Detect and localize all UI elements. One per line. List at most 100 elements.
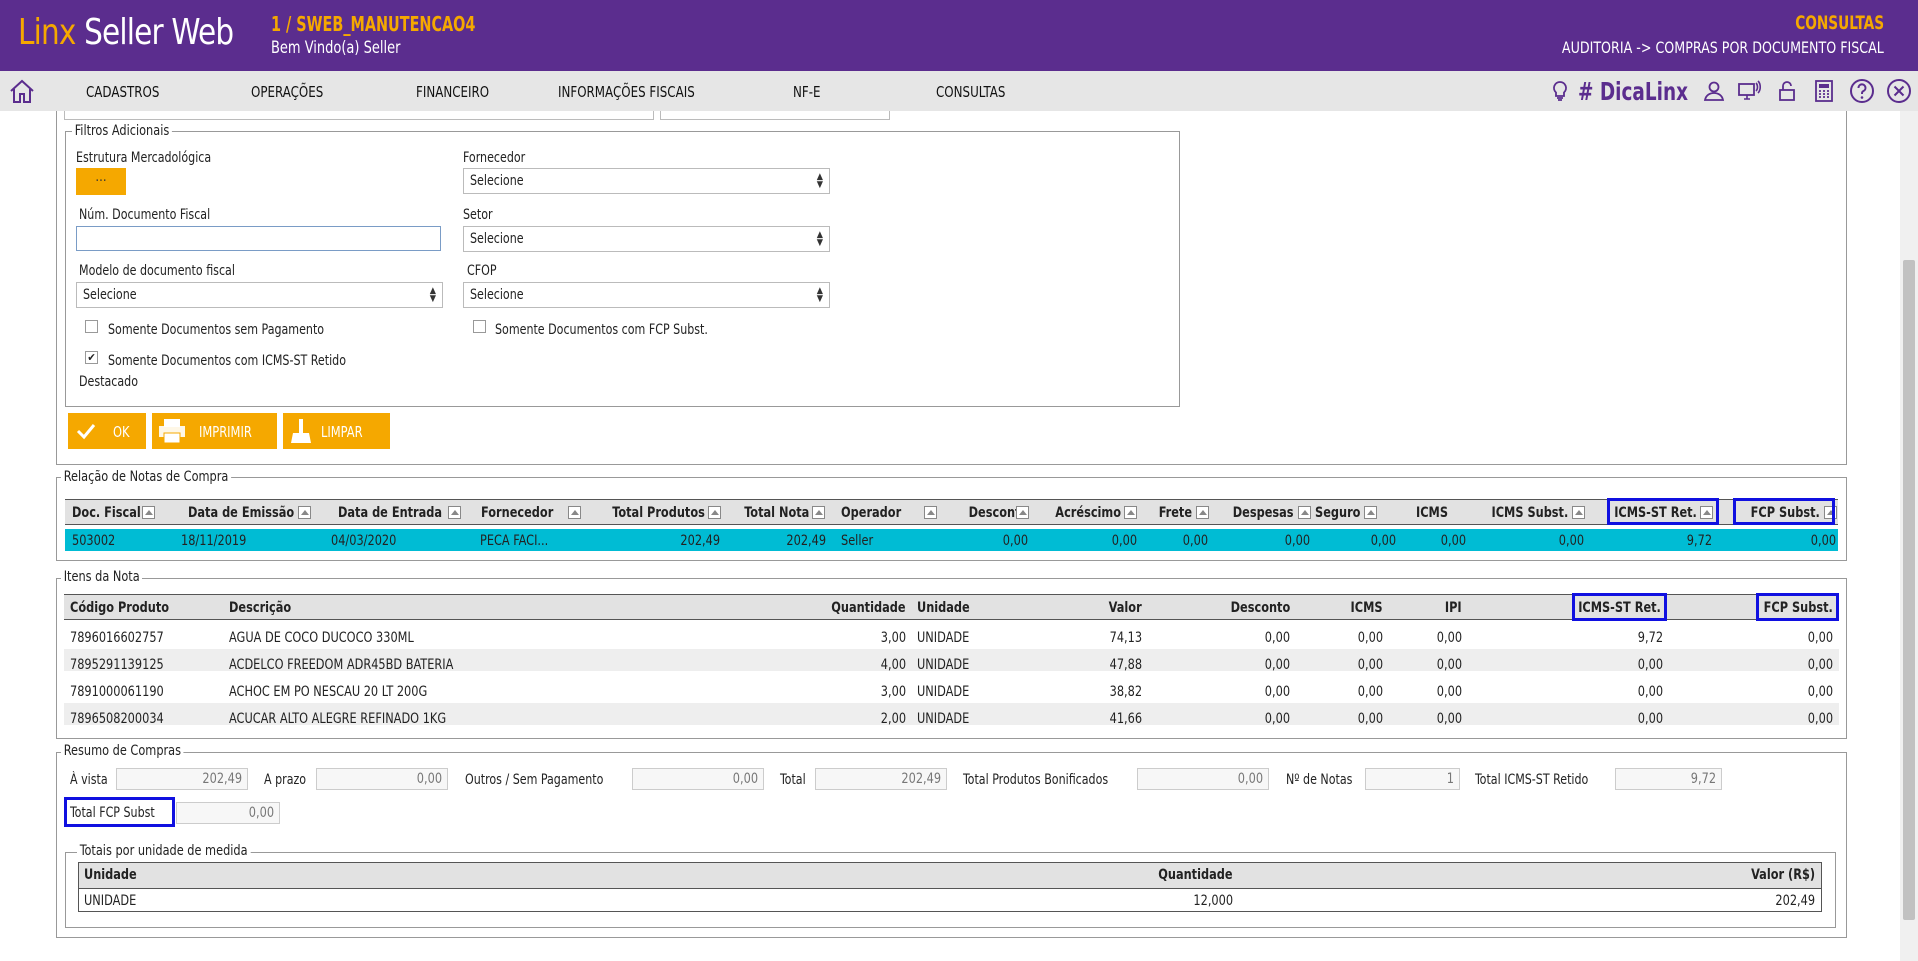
icms-st-checkbox[interactable]: ✔ (85, 351, 98, 364)
menu-cadastros[interactable]: CADASTROS (86, 83, 160, 101)
itens-header-cell[interactable]: Quantidade (831, 600, 906, 616)
notas-header-cell[interactable]: Data de Entrada (338, 505, 443, 521)
notas-header-cell[interactable]: Seguro (1314, 505, 1360, 521)
sort-arrow-icon[interactable] (1124, 506, 1137, 519)
unidades-cell-quantidade: 12,000 (1193, 893, 1233, 909)
itens-cell: 9,72 (1637, 630, 1663, 646)
modelo-select[interactable]: Selecione ▲ ▼ (76, 282, 443, 308)
menu-informacoes-fiscais[interactable]: INFORMAÇÕES FISCAIS (558, 83, 695, 101)
sort-arrow-icon[interactable] (1572, 506, 1585, 519)
calculator-icon[interactable] (1812, 79, 1836, 103)
remote-support-icon[interactable] (1737, 79, 1761, 103)
notas-header-cell[interactable]: Desconto (968, 505, 1028, 521)
itens-header-cell[interactable]: ICMS (1351, 600, 1383, 616)
help-icon[interactable] (1849, 78, 1875, 104)
itens-cell: 74,13 (1109, 630, 1142, 646)
sort-arrow-icon[interactable] (924, 506, 937, 519)
notas-header-cell[interactable]: Fornecedor (481, 505, 554, 521)
notas-cell: 0,00 (1370, 533, 1396, 549)
unidades-cell-valor: 202,49 (1775, 893, 1815, 909)
notas-header-cell[interactable]: ICMS-ST Ret. (1614, 505, 1697, 521)
sort-arrow-icon[interactable] (1298, 506, 1311, 519)
notas-header-cell[interactable]: Acréscimo (1055, 505, 1121, 521)
sort-arrow-icon[interactable] (812, 506, 825, 519)
menu-consultas[interactable]: CONSULTAS (936, 83, 1006, 101)
itens-header-cell[interactable]: Unidade (917, 600, 970, 616)
itens-header-cell[interactable]: Descrição (229, 600, 292, 616)
itens-header-cell[interactable]: FCP Subst. (1763, 600, 1833, 616)
sort-arrow-icon[interactable] (1700, 506, 1713, 519)
limpar-button[interactable]: LIMPAR (283, 413, 390, 449)
menu-financeiro[interactable]: FINANCEIRO (416, 83, 490, 101)
scrollbar-thumb[interactable] (1903, 260, 1915, 920)
sort-arrow-icon[interactable] (568, 506, 581, 519)
itens-cell: 0,00 (1807, 630, 1833, 646)
company-name: 1 / SWEB_MANUTENCAO4 (271, 12, 476, 36)
user-icon[interactable] (1702, 79, 1726, 103)
select-arrows-icon: ▲ ▼ (816, 230, 823, 248)
notas-legend: Relação de Notas de Compra (61, 469, 232, 485)
previous-field[interactable] (64, 111, 654, 120)
sort-arrow-icon[interactable] (708, 506, 721, 519)
a-vista-label: À vista (70, 772, 108, 788)
itens-header-cell[interactable]: Desconto (1230, 600, 1290, 616)
num-notas-field: 1 (1365, 768, 1460, 790)
lightbulb-icon[interactable] (1548, 79, 1572, 103)
highlight-box (1756, 593, 1839, 621)
fornecedor-select[interactable]: Selecione ▲ ▼ (463, 168, 830, 194)
notas-header-cell[interactable]: Doc. Fiscal (72, 505, 141, 521)
num-doc-label: Núm. Documento Fiscal (79, 207, 211, 223)
setor-select[interactable]: Selecione ▲ ▼ (463, 226, 830, 252)
itens-cell: 0,00 (1357, 630, 1383, 646)
sort-arrow-icon[interactable] (1364, 506, 1377, 519)
notas-header-cell[interactable]: Frete (1158, 505, 1192, 521)
itens-cell: 0,00 (1436, 684, 1462, 700)
notas-cell: 0,00 (1182, 533, 1208, 549)
cfop-select[interactable]: Selecione ▲ ▼ (463, 282, 830, 308)
home-icon[interactable] (8, 77, 36, 105)
notas-header-cell[interactable]: Operador (841, 505, 902, 521)
estrutura-button[interactable]: ... (76, 168, 126, 195)
fcp-checkbox[interactable] (473, 320, 486, 333)
notas-header-cell[interactable]: ICMS (1416, 505, 1448, 521)
itens-cell: 0,00 (1436, 630, 1462, 646)
unidades-h-quantidade: Quantidade (1158, 867, 1233, 883)
sort-arrow-icon[interactable] (448, 506, 461, 519)
itens-header-cell[interactable]: IPI (1445, 600, 1462, 616)
itens-header-cell[interactable]: Valor (1108, 600, 1142, 616)
ok-button[interactable]: OK (68, 413, 146, 449)
notas-row-selected[interactable] (65, 529, 1838, 551)
notas-cell: 18/11/2019 (181, 533, 247, 549)
notas-header-cell[interactable]: Despesas (1233, 505, 1294, 521)
lock-icon[interactable] (1775, 79, 1799, 103)
itens-header-cell[interactable]: ICMS-ST Ret. (1578, 600, 1661, 616)
icms-st-label: Somente Documentos com ICMS-ST Retido (108, 353, 346, 369)
itens-header-cell[interactable]: Código Produto (70, 600, 170, 616)
itens-cell: 0,00 (1637, 711, 1663, 727)
sort-arrow-icon[interactable] (298, 506, 311, 519)
sort-arrow-icon[interactable] (1016, 506, 1029, 519)
notas-header-cell[interactable]: ICMS Subst. (1491, 505, 1568, 521)
icms-st-total-label: Total ICMS-ST Retido (1475, 772, 1589, 788)
num-doc-input[interactable] (76, 226, 441, 251)
highlight-box (64, 797, 175, 827)
notas-header-cell[interactable]: Data de Emissão (188, 505, 295, 521)
previous-field-2[interactable] (660, 111, 890, 120)
close-icon[interactable] (1886, 78, 1912, 104)
imprimir-button[interactable]: IMPRIMIR (152, 413, 277, 449)
select-arrows-icon: ▲ ▼ (816, 286, 823, 304)
app-logo[interactable]: Linx Seller Web (18, 12, 234, 53)
sort-arrow-icon[interactable] (142, 506, 155, 519)
menu-nfe[interactable]: NF-E (793, 83, 821, 101)
sem-pagamento-checkbox[interactable] (85, 320, 98, 333)
resumo-legend: Resumo de Compras (61, 743, 184, 759)
top-header: Linx Seller Web 1 / SWEB_MANUTENCAO4 Bem… (0, 0, 1918, 71)
dicalinx-link[interactable]: # DicaLinx (1578, 77, 1688, 106)
notas-header-cell[interactable]: FCP Subst. (1750, 505, 1820, 521)
notas-header-cell[interactable]: Total Produtos (612, 505, 705, 521)
menu-operacoes[interactable]: OPERAÇÕES (251, 83, 324, 101)
total-field: 202,49 (815, 768, 947, 790)
sort-arrow-icon[interactable] (1196, 506, 1209, 519)
fcp-total-field: 0,00 (176, 802, 280, 824)
notas-header-cell[interactable]: Total Nota (743, 505, 809, 521)
